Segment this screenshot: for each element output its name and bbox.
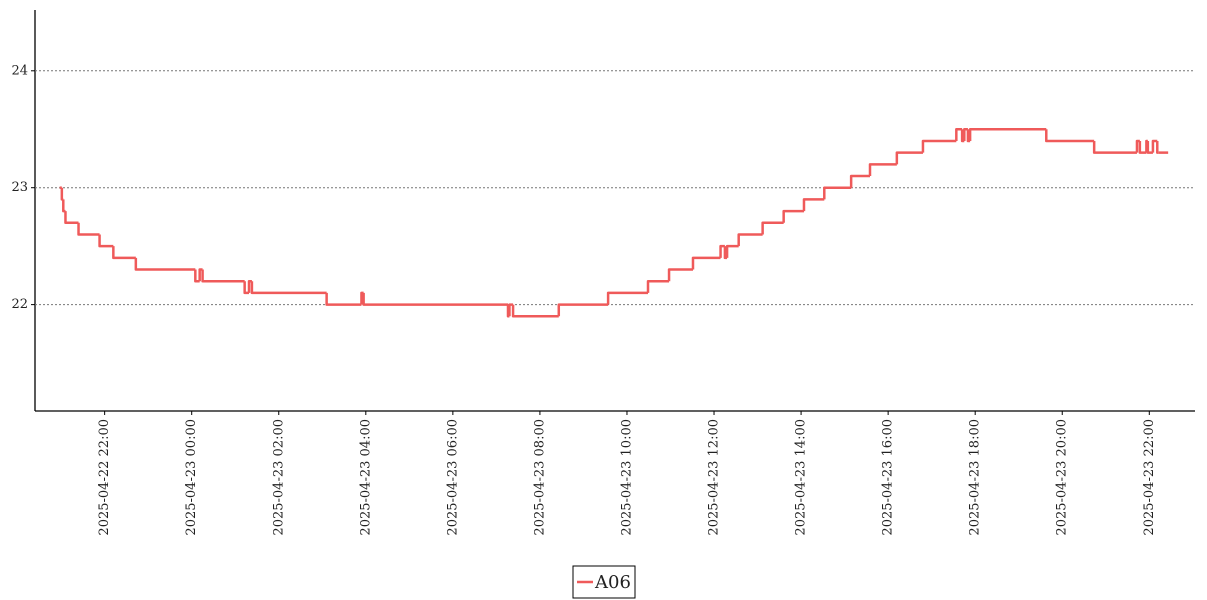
- legend: A06: [572, 565, 636, 599]
- y-tick-label: 24: [11, 63, 28, 78]
- x-tick-label: 2025-04-23 22:00: [1142, 419, 1157, 536]
- line-step: [895, 151, 923, 165]
- line-step: [1138, 140, 1147, 154]
- x-tick-label: 2025-04-23 00:00: [184, 419, 199, 536]
- line-step: [64, 211, 79, 225]
- line-step: [112, 246, 136, 260]
- legend-label: A06: [594, 572, 631, 593]
- line-step: [362, 292, 508, 306]
- line-step: [250, 281, 327, 295]
- line-step: [667, 268, 693, 282]
- line-step: [325, 292, 362, 306]
- x-tick-label: 2025-04-23 16:00: [881, 419, 896, 536]
- x-tick-label: 2025-04-23 20:00: [1055, 419, 1070, 536]
- y-tick-label: 22: [11, 297, 28, 312]
- y-tick-label: 23: [11, 180, 28, 195]
- line-step: [243, 281, 250, 295]
- line-step: [511, 304, 559, 318]
- x-tick-label: 2025-04-23 02:00: [271, 419, 286, 536]
- line-step: [77, 222, 100, 236]
- x-tick-label: 2025-04-23 10:00: [619, 419, 634, 536]
- line-step: [737, 233, 763, 247]
- line-step: [761, 221, 784, 235]
- x-tick-label: 2025-04-23 04:00: [358, 419, 373, 536]
- line-step: [823, 186, 852, 200]
- line-step: [719, 244, 725, 258]
- line-step: [1156, 140, 1159, 154]
- series-line: [59, 127, 1169, 318]
- line-step: [1146, 140, 1153, 154]
- line-step: [98, 234, 114, 248]
- line-step: [868, 163, 897, 177]
- line-step: [134, 257, 196, 271]
- line-step: [606, 291, 649, 305]
- line-step: [1045, 129, 1095, 143]
- line-step: [194, 269, 200, 283]
- x-tick-label: 2025-04-23 14:00: [794, 419, 809, 536]
- line-step: [955, 127, 963, 141]
- line-step: [725, 244, 739, 258]
- line-step: [1092, 140, 1137, 154]
- x-tick-label: 2025-04-23 08:00: [532, 419, 547, 536]
- line-step: [62, 199, 66, 213]
- line-step: [921, 139, 957, 153]
- line-step: [60, 187, 64, 201]
- line-step: [802, 198, 825, 212]
- line-step: [782, 209, 804, 223]
- x-tick-label: 2025-04-23 18:00: [968, 419, 983, 536]
- x-tick-label: 2025-04-23 06:00: [445, 419, 460, 536]
- line-step: [201, 269, 245, 283]
- x-tick-label: 2025-04-23 12:00: [707, 419, 722, 536]
- x-tick-label: 2025-04-22 22:00: [97, 419, 112, 536]
- line-step: [557, 303, 609, 317]
- line-step: [968, 127, 1047, 141]
- line-step: [1151, 139, 1158, 153]
- line-step: [849, 174, 870, 188]
- line-step: [691, 256, 721, 270]
- line-step: [646, 279, 670, 293]
